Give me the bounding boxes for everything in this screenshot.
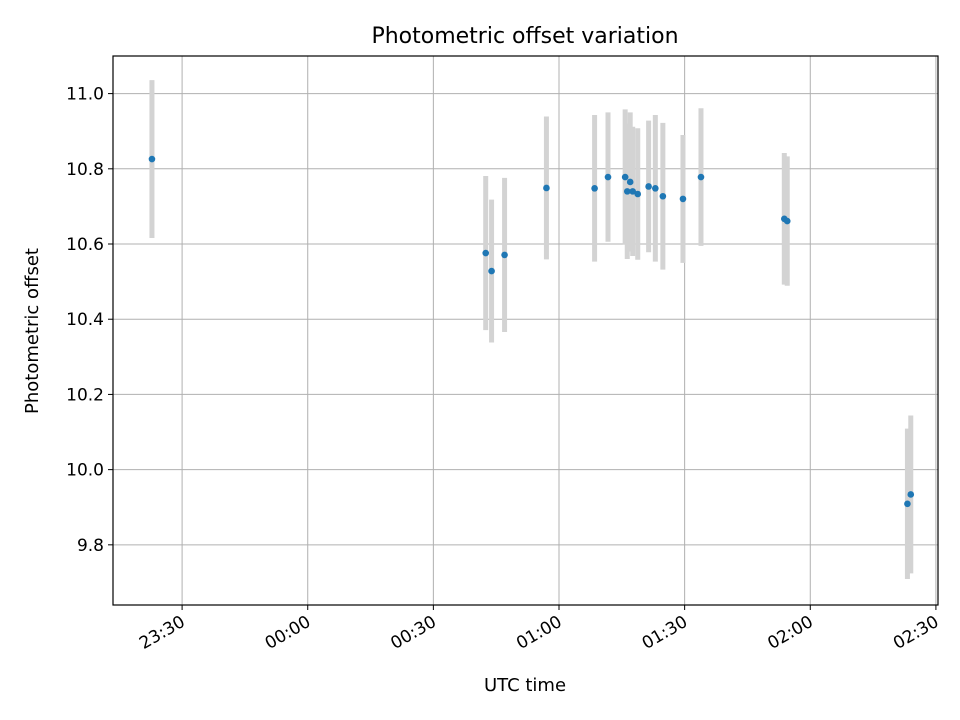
data-point bbox=[543, 184, 550, 192]
data-points bbox=[148, 155, 915, 508]
data-point bbox=[679, 195, 687, 203]
data-point bbox=[501, 251, 508, 259]
data-point bbox=[629, 188, 637, 195]
y-tick-label: 10.2 bbox=[66, 385, 104, 405]
data-point bbox=[783, 217, 791, 225]
x-axis-label: UTC time bbox=[484, 675, 566, 696]
data-point bbox=[148, 155, 156, 163]
data-point bbox=[482, 249, 490, 257]
data-point bbox=[604, 173, 612, 181]
y-tick-label: 10.0 bbox=[66, 461, 104, 481]
data-point bbox=[623, 188, 631, 195]
data-point bbox=[626, 178, 634, 186]
y-tick-label: 10.6 bbox=[66, 235, 104, 255]
chart-title: Photometric offset variation bbox=[371, 24, 678, 49]
data-point bbox=[634, 190, 642, 198]
y-tick-label: 9.8 bbox=[77, 536, 104, 556]
data-point bbox=[645, 183, 652, 190]
y-tick-label: 10.4 bbox=[66, 310, 104, 330]
data-point bbox=[652, 185, 659, 192]
y-tick-label: 10.8 bbox=[66, 160, 104, 180]
data-point bbox=[659, 192, 667, 200]
y-axis-label: Photometric offset bbox=[22, 248, 43, 414]
data-point bbox=[697, 173, 705, 181]
y-tick-label: 11.0 bbox=[66, 85, 104, 105]
plot-frame bbox=[112, 55, 939, 606]
data-point bbox=[488, 267, 495, 275]
data-point bbox=[621, 173, 629, 181]
grid bbox=[113, 56, 938, 605]
data-point bbox=[904, 500, 911, 508]
data-point bbox=[907, 491, 915, 498]
data-point bbox=[591, 185, 598, 192]
y-axis-ticks: 9.8 10.0 10.2 10.4 10.6 10.8 11.0 bbox=[66, 85, 113, 556]
